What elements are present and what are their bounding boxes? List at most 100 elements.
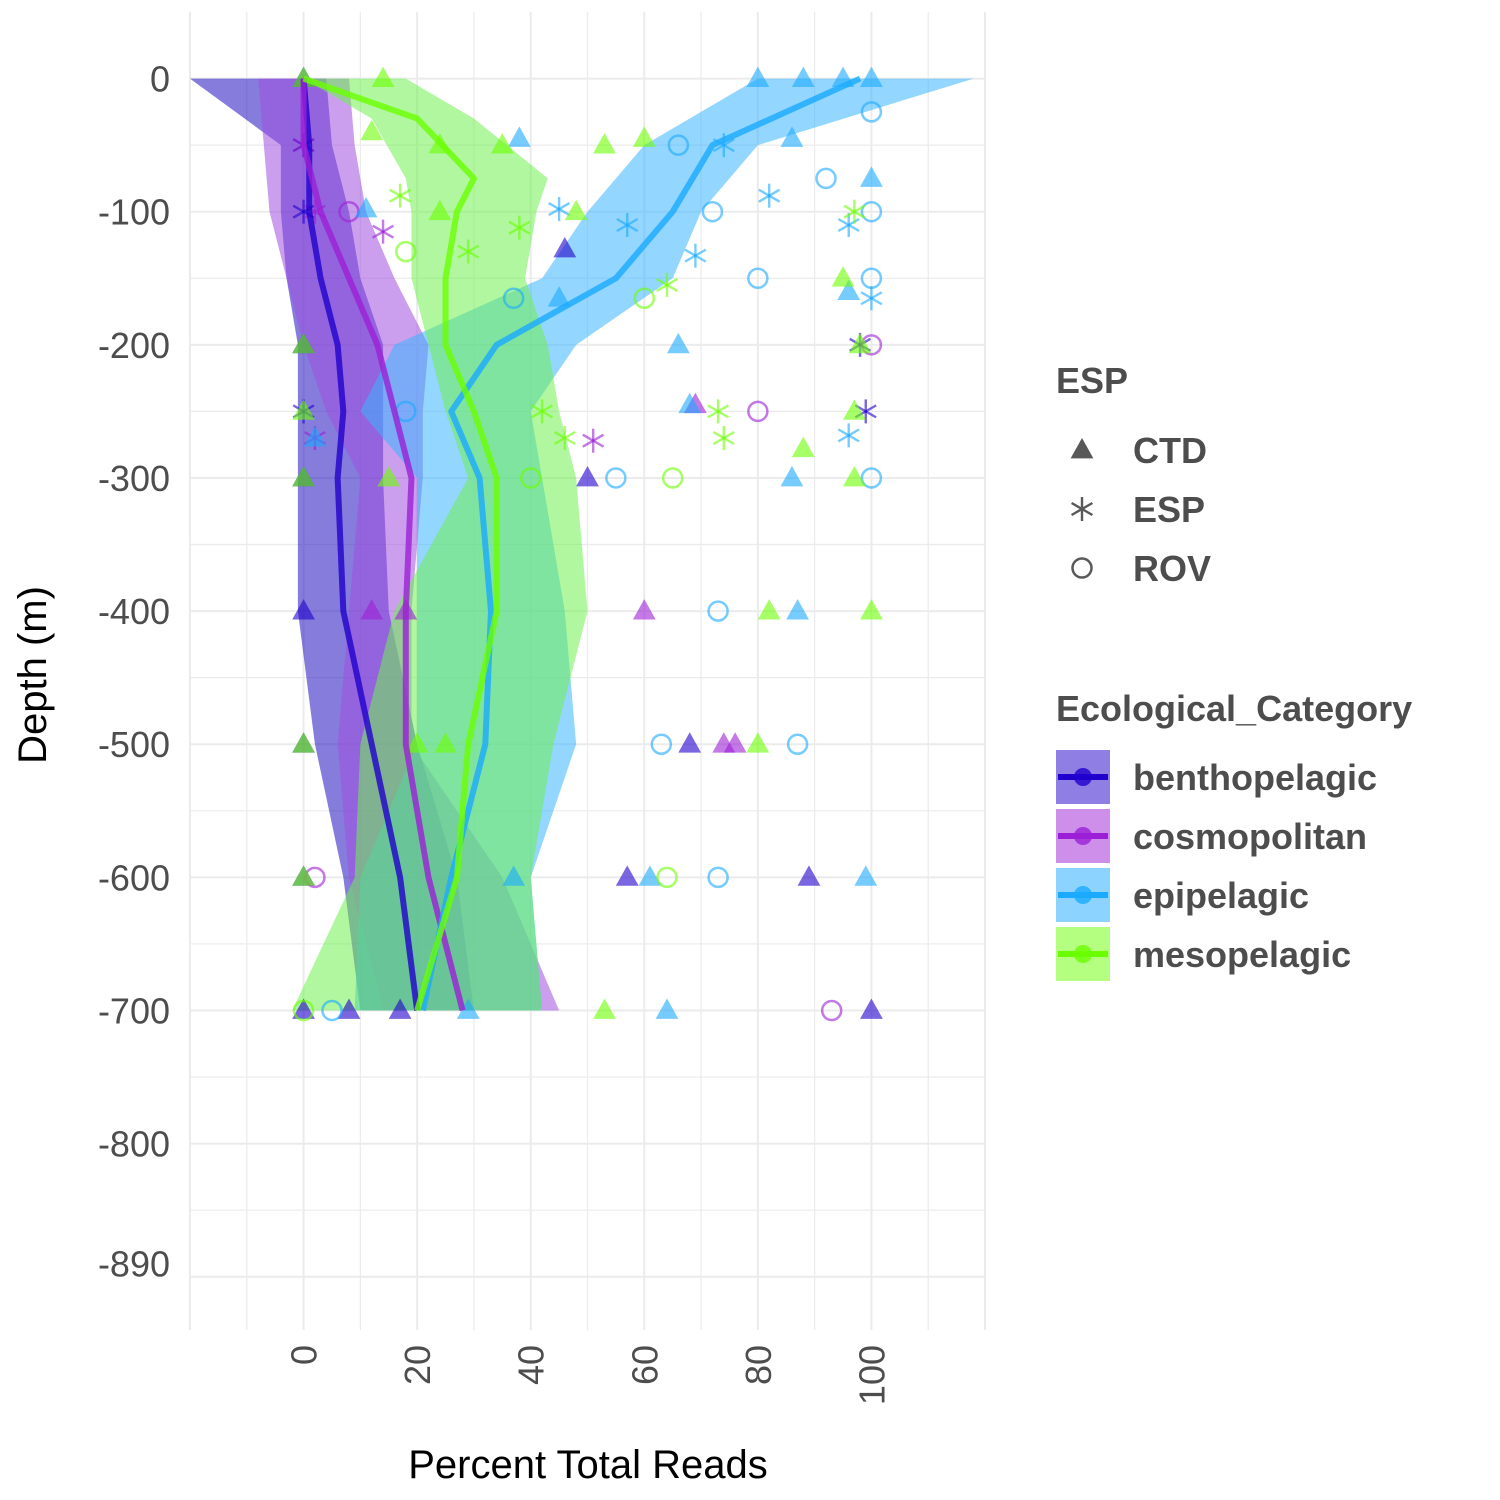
y-tick-label: -800 <box>98 1124 170 1165</box>
point-mesopelagic <box>292 399 315 420</box>
y-tick-label: -500 <box>98 724 170 765</box>
point-mesopelagic <box>831 266 855 287</box>
shape-legend-label: ROV <box>1133 548 1211 589</box>
point-benthopelagic <box>860 998 883 1019</box>
point-epipelagic <box>837 279 861 300</box>
point-cosmopolitan <box>723 732 747 753</box>
y-tick-label: -300 <box>98 458 170 499</box>
x-tick-label: 80 <box>738 1345 779 1385</box>
legend-dot-benthopelagic <box>1074 768 1092 786</box>
trend-lines <box>300 75 862 1012</box>
legend-dot-cosmopolitan <box>1074 827 1092 845</box>
point-epipelagic <box>321 999 343 1022</box>
point-mesopelagic <box>707 399 730 424</box>
point-epipelagic <box>667 134 690 156</box>
point-epipelagic <box>837 213 860 238</box>
point-mesopelagic <box>842 399 866 420</box>
point-epipelagic <box>701 200 724 223</box>
point-mesopelagic <box>848 332 872 354</box>
x-axis-ticks: 0 20 40 60 80 100 <box>284 1345 893 1405</box>
point-benthopelagic <box>797 865 821 886</box>
y-axis-title: Depth (m) <box>11 586 55 764</box>
point-mesopelagic <box>564 199 588 221</box>
legend-shape-asterisk-icon <box>1071 497 1093 521</box>
y-tick-label: -890 <box>98 1243 170 1284</box>
point-mesopelagic <box>371 66 395 87</box>
point-mesopelagic <box>712 426 735 451</box>
y-tick-label: -700 <box>98 990 170 1031</box>
y-tick-label: -100 <box>98 192 170 233</box>
point-mesopelagic <box>843 199 866 224</box>
y-axis-ticks: 0 -100 -200 -300 -400 -500 -600 -700 -800 -890 <box>98 59 170 1285</box>
point-epipelagic <box>746 66 770 87</box>
point-epipelagic <box>638 865 662 886</box>
x-axis-title: Percent Total Reads <box>408 1443 767 1487</box>
trend-epipelagic <box>419 75 862 1012</box>
point-epipelagic <box>860 166 883 187</box>
point-cosmopolitan <box>360 599 384 620</box>
point-mesopelagic <box>428 199 452 221</box>
point-mesopelagic <box>593 133 616 154</box>
point-epipelagic <box>707 866 729 889</box>
point-epipelagic <box>650 733 673 755</box>
point-epipelagic <box>547 286 571 307</box>
legend-shape-triangle-icon <box>1070 438 1094 459</box>
y-tick-label: -400 <box>98 591 170 632</box>
point-benthopelagic <box>615 865 639 886</box>
point-benthopelagic <box>388 998 412 1019</box>
trend-cosmopolitan <box>300 78 466 1012</box>
point-epipelagic <box>791 66 815 87</box>
point-mesopelagic <box>757 599 781 620</box>
point-epipelagic <box>747 267 769 290</box>
point-mesopelagic <box>593 998 616 1019</box>
point-mesopelagic <box>377 465 401 487</box>
y-tick-label: -600 <box>98 857 170 898</box>
color-legend-label: cosmopolitan <box>1133 816 1367 857</box>
point-epipelagic <box>860 286 883 311</box>
point-epipelagic <box>502 865 526 886</box>
color-legend-title: Ecological_Category <box>1056 688 1412 729</box>
point-epipelagic <box>758 183 781 208</box>
point-mesopelagic <box>553 426 576 451</box>
legend-shape-circle-icon <box>1071 557 1093 579</box>
point-mesopelagic <box>292 465 315 487</box>
point-mesopelagic <box>860 599 883 620</box>
point-mesopelagic <box>389 183 412 208</box>
point-epipelagic <box>860 101 883 123</box>
point-mesopelagic <box>791 436 815 458</box>
point-epipelagic <box>684 243 707 268</box>
point-mesopelagic <box>292 865 315 886</box>
band-mesopelagic <box>292 78 588 1011</box>
trend-mesopelagic <box>302 75 500 1012</box>
point-mesopelagic <box>434 732 457 753</box>
point-mesopelagic <box>457 239 480 264</box>
point-epipelagic <box>548 197 571 222</box>
point-epipelagic <box>616 213 639 238</box>
point-epipelagic <box>666 332 690 354</box>
point-mesopelagic <box>292 999 315 1022</box>
x-tick-label: 60 <box>624 1345 665 1385</box>
point-cosmopolitan <box>372 219 395 244</box>
point-mesopelagic <box>508 215 531 240</box>
shape-legend-title: ESP <box>1056 360 1128 401</box>
point-epipelagic <box>678 392 702 414</box>
point-cosmopolitan <box>747 400 769 423</box>
point-mesopelagic <box>632 126 656 147</box>
point-epipelagic <box>786 733 809 755</box>
point-mesopelagic <box>292 332 315 354</box>
point-epipelagic <box>507 126 531 147</box>
point-epipelagic <box>354 197 378 218</box>
shape-legend-label: ESP <box>1133 489 1205 530</box>
point-cosmopolitan <box>632 599 656 620</box>
x-tick-label: 100 <box>851 1345 892 1405</box>
point-mesopelagic <box>292 732 315 753</box>
point-epipelagic <box>655 998 679 1019</box>
point-epipelagic <box>837 423 860 448</box>
point-mesopelagic <box>395 240 417 263</box>
point-epipelagic <box>786 599 810 620</box>
legend-dot-epipelagic <box>1074 886 1092 904</box>
point-epipelagic <box>854 865 878 886</box>
point-epipelagic <box>707 600 729 622</box>
